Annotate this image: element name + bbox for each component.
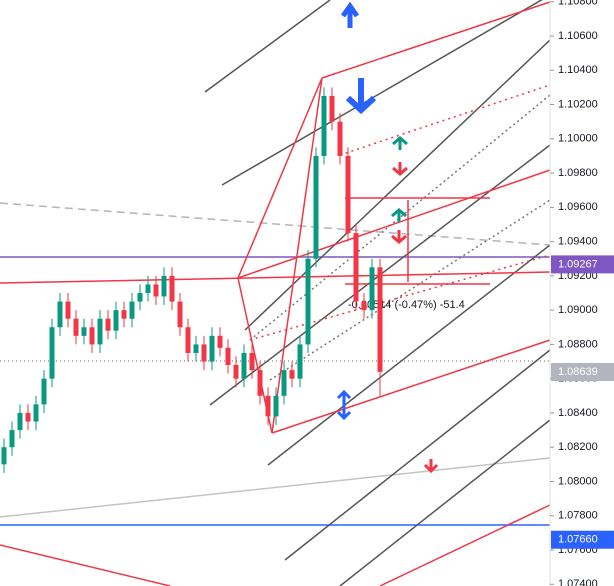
- candle-body: [233, 364, 239, 379]
- candle-body: [129, 301, 135, 319]
- candle-body: [33, 404, 39, 422]
- y-tick-label: 1.09000: [558, 304, 598, 316]
- candle-body: [361, 301, 367, 311]
- channel-line: [267, 244, 551, 466]
- pitchfork: [237, 77, 323, 434]
- candle-body: [25, 412, 31, 422]
- candle-body: [185, 327, 191, 353]
- price-tag: [551, 362, 614, 381]
- arrow-up: [391, 208, 407, 222]
- candle-body: [81, 327, 87, 336]
- channel-line: [204, 0, 331, 93]
- y-tick-label: 1.07800: [558, 510, 598, 522]
- candle-body: [49, 327, 55, 379]
- candle-body: [65, 301, 71, 319]
- candle-body: [57, 301, 63, 328]
- candle-body: [193, 344, 199, 353]
- y-tick-label: 1.08800: [558, 338, 598, 350]
- candle-body: [353, 233, 359, 302]
- candle-body: [121, 310, 127, 319]
- arrow-both: [336, 389, 352, 421]
- y-tick-label: 1.08200: [558, 441, 598, 453]
- candle-body: [249, 352, 255, 371]
- y-tick-label: 1.09600: [558, 201, 598, 213]
- candle-body: [241, 352, 247, 379]
- y-tick-label: 1.10800: [558, 0, 598, 8]
- dotted-red-line: [249, 254, 551, 341]
- candle-body: [281, 370, 287, 396]
- candle-body: [177, 301, 183, 328]
- arrow-down: [391, 230, 407, 244]
- y-tick-label: 1.10400: [558, 64, 598, 76]
- candle-body: [377, 267, 383, 372]
- arrow-down: [392, 162, 408, 176]
- price-tag-label: 1.09267: [558, 258, 598, 270]
- y-tick-label: 1.10600: [558, 30, 598, 42]
- y-tick-label: 1.08000: [558, 475, 598, 487]
- candle-body: [297, 344, 303, 379]
- drawings: [0, 0, 551, 586]
- candle-body: [329, 95, 335, 122]
- price-tag: [551, 255, 614, 274]
- channel-line: [221, 0, 543, 186]
- red-line: [271, 339, 551, 434]
- candle-body: [265, 395, 271, 417]
- candle-body: [217, 335, 223, 348]
- arrow-down: [423, 459, 439, 474]
- y-tick-label: 1.09400: [558, 236, 598, 248]
- price-tag: [551, 530, 614, 549]
- candle-body: [209, 335, 215, 362]
- candle-body: [105, 318, 111, 331]
- candle-body: [369, 267, 375, 311]
- y-tick-label: 1.09800: [558, 167, 598, 179]
- candle-body: [9, 430, 15, 448]
- y-tick-label: 1.08400: [558, 407, 598, 419]
- candle-body: [321, 95, 327, 156]
- candle-body: [345, 155, 351, 234]
- candle-body: [289, 370, 295, 379]
- red-line: [379, 504, 551, 586]
- y-tick-label: 1.10000: [558, 133, 598, 145]
- arrow-up: [392, 136, 408, 150]
- arrow-down: [345, 78, 377, 115]
- candle-body: [169, 275, 175, 302]
- dotted-line: [269, 199, 551, 381]
- red-line: [237, 169, 551, 279]
- channel-line: [244, 39, 551, 331]
- red-line: [0, 271, 551, 284]
- candle-body: [1, 447, 7, 465]
- red-line: [0, 544, 171, 586]
- y-tick-label: 1.10200: [558, 98, 598, 110]
- channel-line: [284, 349, 551, 561]
- price-tag-label: 1.08639: [558, 366, 598, 378]
- candle-body: [225, 347, 231, 365]
- candle-body: [89, 327, 95, 345]
- candle-body: [161, 275, 167, 297]
- candle-body: [201, 344, 207, 362]
- candle-body: [305, 258, 311, 345]
- dashed-trendline: [0, 202, 551, 246]
- candle-body: [17, 412, 23, 431]
- y-tick-label: 1.07400: [558, 578, 598, 586]
- red-line: [321, 1, 551, 79]
- candle-body: [41, 378, 47, 405]
- candle-body: [337, 121, 343, 156]
- measure-label: -0.00514 (-0.47%) -51.4: [348, 299, 465, 311]
- candle-body: [153, 284, 159, 297]
- price-tag-label: 1.07660: [558, 534, 598, 546]
- candle-body: [113, 310, 119, 331]
- candle-body: [273, 395, 279, 417]
- arrow-up: [340, 1, 360, 28]
- trendline: [0, 457, 551, 518]
- channel-line: [339, 419, 551, 586]
- candle-body: [97, 318, 103, 345]
- candle-body: [145, 284, 151, 293]
- dotted-red-line: [339, 84, 551, 156]
- candle-body: [137, 293, 143, 302]
- candle-body: [73, 318, 79, 336]
- candle-body: [257, 370, 263, 396]
- candle-body: [313, 155, 319, 259]
